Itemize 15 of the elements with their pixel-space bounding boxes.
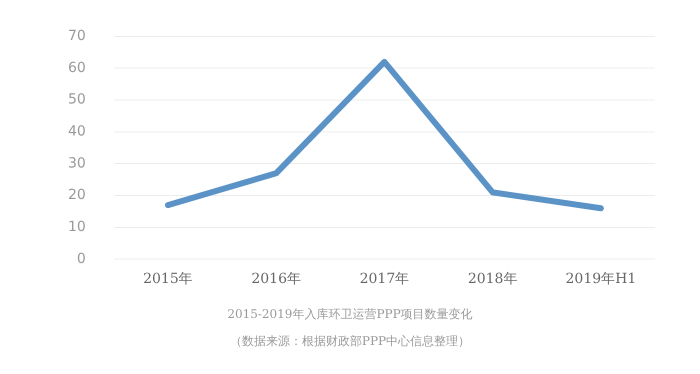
y-tick-label: 0 <box>76 250 86 267</box>
x-tick-label: 2017年 <box>360 271 410 288</box>
x-tick-label: 2016年 <box>251 271 301 288</box>
y-tick-label: 70 <box>68 28 86 44</box>
y-tick-label: 30 <box>68 155 86 172</box>
y-tick-label: 20 <box>68 187 86 204</box>
x-tick-label: 2019年H1 <box>566 271 636 288</box>
y-tick-label: 60 <box>68 60 86 76</box>
y-tick-label: 50 <box>68 92 86 108</box>
text: （数据来源：根据财政部PPP中心信息整理） <box>228 333 472 350</box>
text: 2015-2019年入库环卫运营PPP项目数量变化 <box>226 306 474 323</box>
y-tick-label: 10 <box>68 219 86 236</box>
x-tick-label: 2015年 <box>143 271 193 288</box>
x-tick-label: 2018年 <box>468 271 518 288</box>
y-tick-label: 40 <box>68 124 86 140</box>
